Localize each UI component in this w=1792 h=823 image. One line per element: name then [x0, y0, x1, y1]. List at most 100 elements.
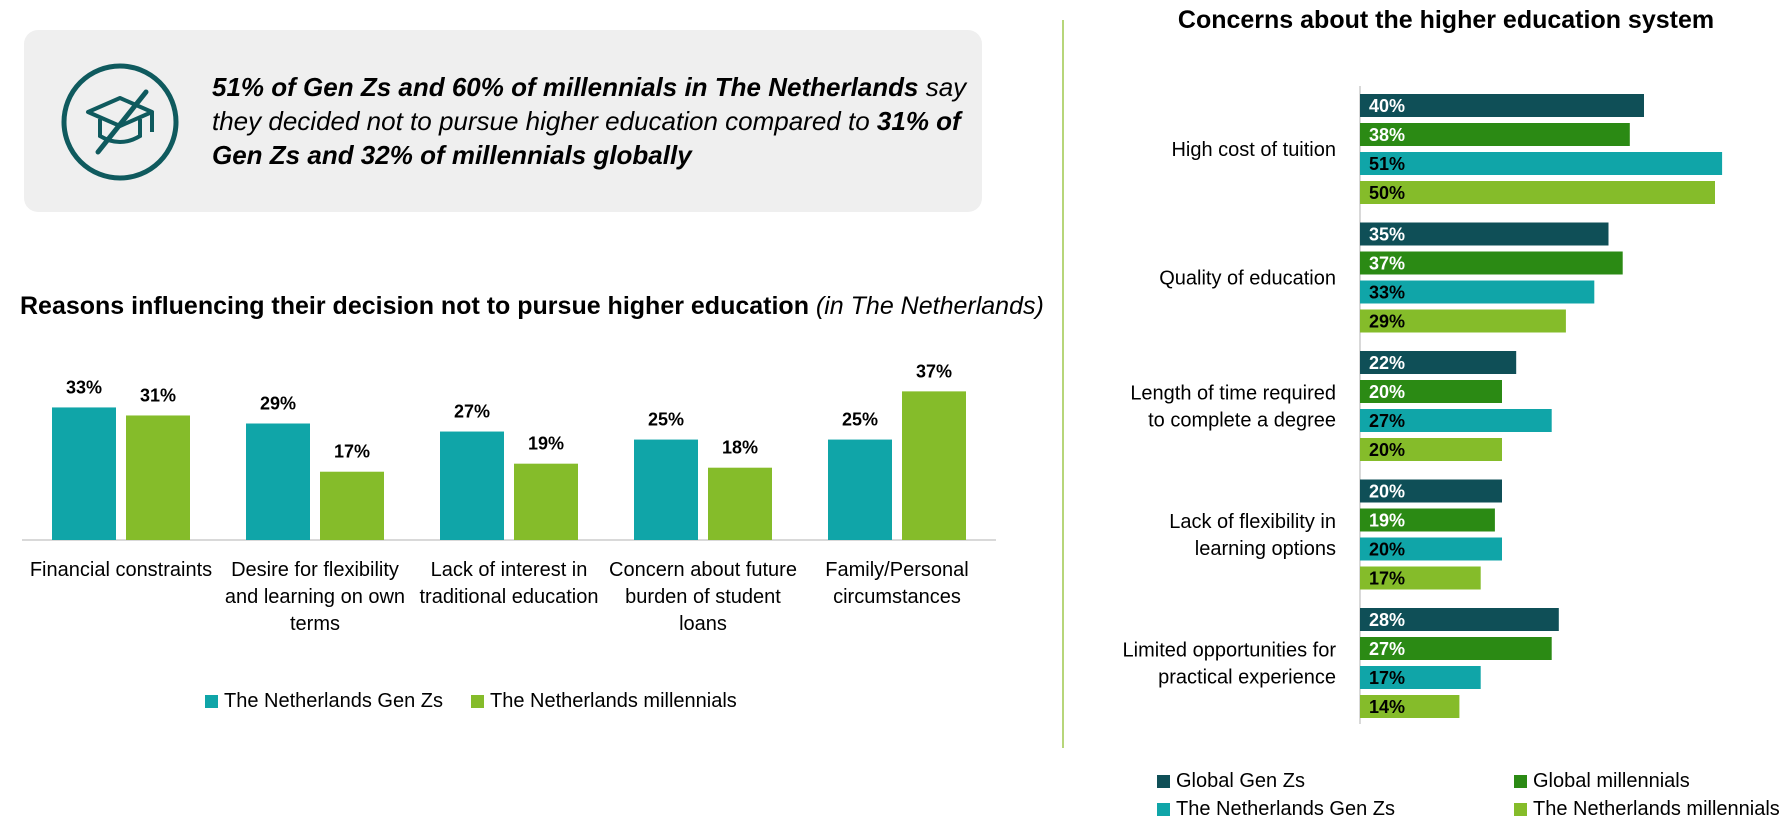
bar-value-label: 33%: [66, 377, 102, 397]
hbar-value-label: 51%: [1369, 154, 1405, 174]
bar-nl-genz: [440, 432, 504, 540]
hbar-category-label: Quality of education: [1159, 268, 1336, 290]
legend-swatch-global-genz: [1157, 775, 1170, 788]
legend-label-global-millennials: Global millennials: [1533, 770, 1690, 793]
legend-label-nl-millennials: The Netherlands millennials: [490, 690, 737, 713]
hbar-value-label: 19%: [1369, 511, 1405, 531]
hbar-value-label: 33%: [1369, 283, 1405, 303]
hbar-value-label: 17%: [1369, 569, 1405, 589]
category-label-line: burden of student: [625, 586, 781, 608]
category-label: Financial constraints: [30, 559, 212, 581]
right-legend: Global Gen Zs Global millennials The Net…: [1157, 770, 1787, 822]
hbar-value-label: 38%: [1369, 125, 1405, 145]
category-label: Desire for flexibility and learning on ow…: [225, 559, 405, 635]
category-label-line: Lack of interest in: [431, 559, 588, 581]
legend-item-nl-millennials: The Netherlands millennials: [471, 690, 737, 713]
bar-nl-genz: [246, 424, 310, 540]
hbar-category-label-line: to complete a degree: [1148, 410, 1336, 432]
legend-label-nl-genz-right: The Netherlands Gen Zs: [1176, 798, 1395, 821]
hbar-category-label-line: Lack of flexibility in: [1169, 511, 1336, 533]
hbar-value-label: 20%: [1369, 540, 1405, 560]
bar-value-label: 37%: [916, 361, 952, 381]
hbar-value-label: 14%: [1369, 697, 1405, 717]
bar-value-label: 27%: [454, 402, 490, 422]
bar-value-label: 18%: [722, 438, 758, 458]
category-label-line: circumstances: [833, 586, 961, 608]
bar-nl-genz: [828, 440, 892, 540]
hbar-value-label: 27%: [1369, 411, 1405, 431]
reasons-bar-chart: 33% 31% Financial constraints 29% 17% Desire …: [0, 360, 1010, 650]
bar-value-label: 25%: [648, 410, 684, 430]
legend-label-nl-genz: The Netherlands Gen Zs: [224, 690, 443, 713]
callout-text: 51% of Gen Zs and 60% of millennials in …: [212, 70, 972, 172]
bar-nl-genz: [52, 407, 116, 540]
legend-label-nl-millennials-right: The Netherlands millennials: [1533, 798, 1780, 821]
category-label: Family/Personal circumstances: [825, 559, 968, 608]
hbar-series-3: [1360, 181, 1715, 204]
hbar-category-label: High cost of tuition: [1171, 139, 1336, 161]
hbar-category-label: Length of time required to complete a deg…: [1130, 383, 1336, 432]
category-label-line: loans: [679, 613, 727, 635]
left-chart-title-main: Reasons influencing their decision not t…: [20, 292, 816, 320]
hbar-category-label: Lack of flexibility in learning options: [1169, 511, 1336, 560]
hbar-category-label-line: practical experience: [1158, 667, 1336, 689]
bar-nl-millennials: [902, 391, 966, 540]
hbar-value-label: 35%: [1369, 225, 1405, 245]
bar-value-label: 25%: [842, 410, 878, 430]
hbar-value-label: 50%: [1369, 183, 1405, 203]
hbar-value-label: 29%: [1369, 312, 1405, 332]
category-label-line: Financial constraints: [30, 559, 212, 581]
bar-nl-millennials: [708, 468, 772, 540]
hbar-category-label: Limited opportunities for practical exper…: [1123, 640, 1337, 689]
category-label-line: Family/Personal: [825, 559, 968, 581]
legend-item-nl-millennials-right: The Netherlands millennials: [1514, 798, 1780, 821]
bar-value-label: 31%: [140, 385, 176, 405]
hbar-value-label: 20%: [1369, 440, 1405, 460]
hbar-value-label: 17%: [1369, 668, 1405, 688]
hbar-value-label: 40%: [1369, 96, 1405, 116]
hbar-value-label: 28%: [1369, 610, 1405, 630]
callout-box: 51% of Gen Zs and 60% of millennials in …: [24, 30, 982, 212]
hbar-value-label: 37%: [1369, 254, 1405, 274]
legend-item-global-genz: Global Gen Zs: [1157, 770, 1305, 793]
category-label: Concern about future burden of student loa…: [609, 559, 797, 635]
hbar-value-label: 20%: [1369, 382, 1405, 402]
category-label-line: Concern about future: [609, 559, 797, 581]
graduation-cap-crossed-icon: [60, 62, 180, 182]
legend-item-global-millennials: Global millennials: [1514, 770, 1690, 793]
hbar-value-label: 20%: [1369, 482, 1405, 502]
bar-nl-millennials: [514, 464, 578, 540]
bar-nl-millennials: [126, 415, 190, 540]
legend-swatch-nl-millennials-right: [1514, 803, 1527, 816]
concerns-bar-chart: 40% 38% 51% 50% High cost of tuition 35% 37% 33…: [1063, 0, 1792, 740]
hbar-category-label-line: Limited opportunities for: [1123, 640, 1337, 662]
bar-value-label: 17%: [334, 442, 370, 462]
legend-label-global-genz: Global Gen Zs: [1176, 770, 1305, 793]
hbar-series-2: [1360, 152, 1722, 175]
category-label: Lack of interest in traditional education: [419, 559, 598, 608]
legend-swatch-nl-genz-right: [1157, 803, 1170, 816]
category-label-line: traditional education: [419, 586, 598, 608]
hbar-category-label-line: High cost of tuition: [1171, 139, 1336, 161]
category-label-line: terms: [290, 613, 340, 635]
legend-item-nl-genz: The Netherlands Gen Zs: [205, 690, 443, 713]
left-chart-title: Reasons influencing their decision not t…: [20, 292, 1030, 321]
callout-bold-1: 51% of Gen Zs and 60% of millennials in …: [212, 72, 919, 102]
legend-swatch-global-millennials: [1514, 775, 1527, 788]
legend-swatch-nl-millennials: [471, 695, 484, 708]
category-label-line: and learning on own: [225, 586, 405, 608]
hbar-category-label-line: Quality of education: [1159, 268, 1336, 290]
bar-value-label: 19%: [528, 434, 564, 454]
bar-value-label: 29%: [260, 394, 296, 414]
bar-nl-genz: [634, 440, 698, 540]
left-legend: The Netherlands Gen Zs The Netherlands m…: [205, 690, 737, 713]
legend-swatch-nl-genz: [205, 695, 218, 708]
bar-nl-millennials: [320, 472, 384, 540]
category-label-line: Desire for flexibility: [231, 559, 399, 581]
left-chart-title-qualifier: (in The Netherlands): [816, 292, 1044, 320]
hbar-category-label-line: Length of time required: [1130, 383, 1336, 405]
hbar-category-label-line: learning options: [1195, 538, 1336, 560]
hbar-value-label: 22%: [1369, 353, 1405, 373]
legend-item-nl-genz-right: The Netherlands Gen Zs: [1157, 798, 1395, 821]
hbar-value-label: 27%: [1369, 639, 1405, 659]
